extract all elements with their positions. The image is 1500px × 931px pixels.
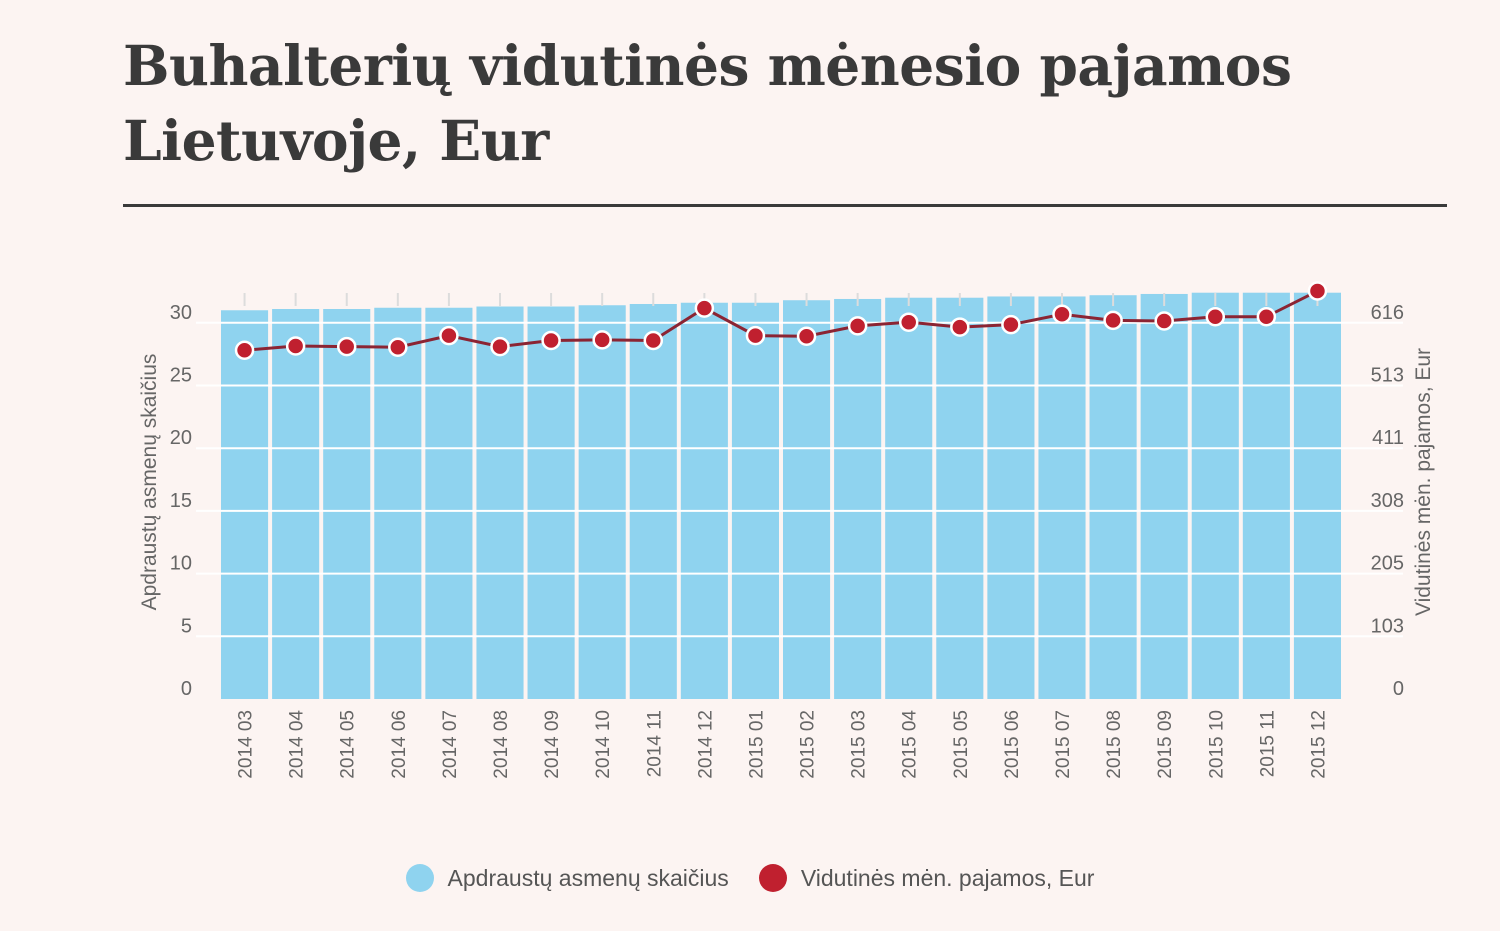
labels-layer: 0 5 10 15 20 25 30 0 103 205 308 411 513 616 Apdraustų… [138, 302, 1435, 779]
x-tick-label: 2014 12 [695, 710, 716, 779]
left-tick-label: 0 [181, 678, 192, 700]
income-point-2014-06 [388, 337, 408, 357]
right-tick-label: 513 [1371, 365, 1404, 387]
x-tick-label: 2015 10 [1206, 710, 1227, 779]
bar-2015-10 [1191, 292, 1239, 699]
income-point-2014-08 [490, 336, 510, 357]
income-point-2015-06 [1001, 314, 1021, 335]
income-point-2014-03 [234, 340, 255, 361]
income-point-2015-05 [950, 317, 970, 337]
left-tick-label: 15 [170, 490, 192, 512]
left-tick-label: 10 [170, 553, 192, 575]
x-tick-label: 2014 04 [287, 710, 308, 779]
x-tick-label: 2015 09 [1155, 710, 1176, 779]
income-point-2015-07 [1052, 304, 1072, 324]
bar-2014-06 [374, 307, 422, 699]
legend-bar-swatch [405, 864, 434, 892]
legend-line-swatch [758, 864, 787, 892]
income-point-2015-08 [1103, 310, 1123, 331]
left-axis-title: Apdraustų asmenų skaičius [138, 354, 161, 611]
income-point-2015-04 [898, 312, 919, 332]
x-tick-label: 2015 03 [849, 710, 870, 779]
legend: Apdraustų asmenų skaičius Vidutinės mėn.… [0, 858, 1500, 898]
legend-item-bars[interactable]: Apdraustų asmenų skaičius [405, 864, 729, 892]
income-point-2014-05 [336, 336, 357, 357]
right-tick-label: 411 [1372, 427, 1404, 449]
bar-2015-08 [1089, 295, 1137, 699]
bar-2015-07 [1038, 296, 1086, 699]
bar-2014-11 [629, 303, 677, 699]
income-point-2015-12 [1307, 281, 1328, 301]
x-tick-label: 2015 02 [798, 710, 819, 779]
title-divider [123, 204, 1447, 207]
bar-2015-02 [783, 300, 831, 699]
x-tick-label: 2014 05 [338, 710, 359, 779]
income-point-2015-11 [1256, 306, 1277, 327]
bar-2014-10 [578, 305, 626, 699]
income-point-2015-09 [1154, 311, 1174, 331]
x-tick-label: 2014 08 [491, 710, 512, 779]
x-tick-label: 2014 10 [593, 710, 614, 779]
grid-layer [196, 321, 1403, 638]
line-layer [234, 281, 1328, 361]
bar-2015-05 [936, 297, 984, 699]
income-point-2014-04 [285, 336, 306, 356]
x-tick-label: 2014 09 [542, 710, 563, 779]
x-tick-label: 2015 01 [746, 710, 767, 779]
income-point-2014-07 [439, 325, 459, 346]
x-tick-label: 2015 08 [1104, 710, 1125, 779]
bar-2015-12 [1293, 292, 1341, 699]
income-point-2015-03 [847, 316, 868, 336]
bar-2014-05 [323, 309, 371, 699]
bar-2014-03 [221, 310, 269, 699]
income-point-2014-11 [643, 330, 664, 351]
bar-2015-09 [1140, 293, 1188, 699]
right-tick-label: 205 [1371, 553, 1404, 575]
legend-label-line: Vidutinės mėn. pajamos, Eur [800, 864, 1095, 891]
bar-2014-07 [425, 307, 473, 699]
right-axis-title: Vidutinės mėn. pajamos, Eur [1412, 348, 1435, 616]
x-tick-label: 2014 11 [644, 710, 665, 777]
page-title: Buhalterių vidutinės mėnesio pajamos Lie… [123, 33, 1292, 173]
x-tick-label: 2015 12 [1308, 710, 1329, 779]
right-tick-label: 308 [1371, 490, 1404, 512]
legend-item-line[interactable]: Vidutinės mėn. pajamos, Eur [758, 864, 1095, 892]
x-tick-label: 2015 04 [900, 710, 921, 779]
bar-2014-12 [680, 302, 728, 699]
left-tick-label: 20 [170, 427, 192, 449]
x-tick-label: 2015 05 [951, 710, 972, 779]
income-line [244, 289, 1319, 352]
x-tick-label: 2014 07 [440, 710, 461, 779]
right-tick-label: 103 [1371, 615, 1404, 637]
bars-layer [221, 292, 1341, 699]
bar-2014-04 [272, 309, 320, 699]
left-tick-label: 30 [170, 302, 192, 324]
x-tick-label: 2014 03 [236, 710, 257, 779]
x-tick-label: 2015 11 [1257, 710, 1278, 777]
left-tick-label: 5 [181, 615, 192, 637]
x-tick-label: 2015 07 [1053, 710, 1074, 779]
x-tick-label: 2014 06 [389, 710, 410, 779]
income-point-2015-02 [796, 326, 817, 346]
income-point-2015-01 [745, 325, 766, 346]
bar-2014-08 [476, 306, 524, 699]
legend-label-bars: Apdraustų asmenų skaičius [447, 864, 729, 891]
bar-2015-03 [834, 298, 882, 699]
bar-2015-04 [885, 297, 933, 699]
income-point-2014-12 [694, 298, 715, 318]
bar-2015-01 [731, 302, 779, 699]
income-point-2015-10 [1205, 306, 1226, 327]
left-tick-label: 25 [170, 365, 192, 387]
income-point-2014-10 [592, 330, 612, 350]
x-tick-label: 2015 06 [1002, 710, 1023, 779]
bar-2014-09 [527, 306, 575, 699]
right-tick-label: 616 [1371, 302, 1404, 324]
bar-2015-11 [1242, 292, 1290, 699]
bar-2015-06 [987, 296, 1035, 699]
income-point-2014-09 [541, 330, 561, 351]
right-tick-label: 0 [1393, 678, 1404, 700]
